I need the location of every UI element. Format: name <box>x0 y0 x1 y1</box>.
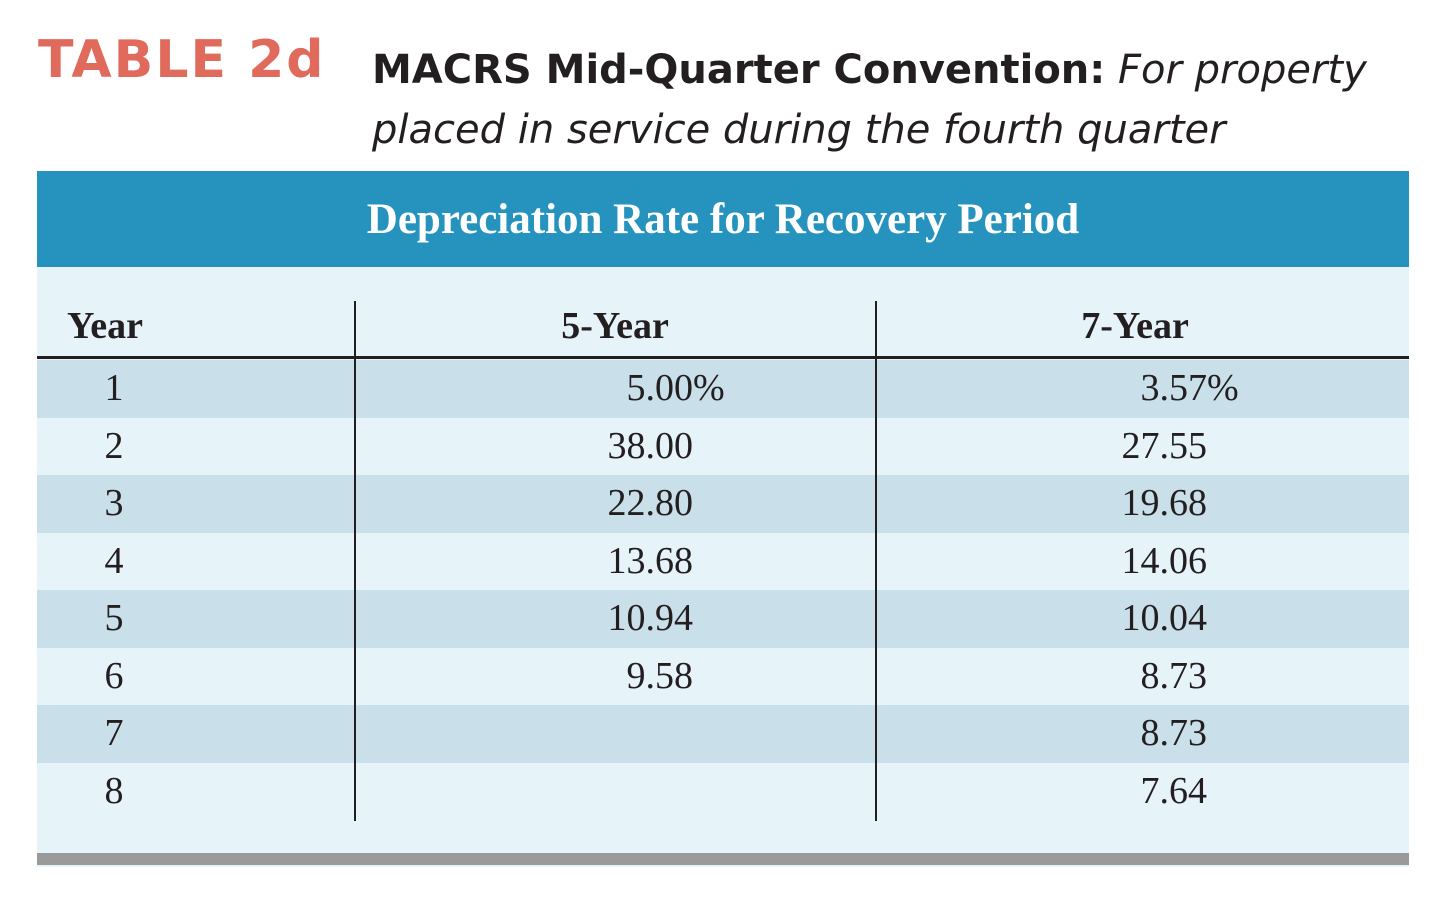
rate-value: 13.68 <box>607 539 694 582</box>
cell-7-year-rate: 10.04 <box>957 590 1208 648</box>
cell-7-year-rate: 27.55 <box>957 418 1208 476</box>
rate-value: 10.94 <box>607 597 694 639</box>
table-label: TABLE 2d <box>38 30 326 90</box>
cell-5-year-rate <box>437 705 693 763</box>
cell-year: 8 <box>104 769 124 812</box>
cell-7-year-rate: 8.73 <box>957 648 1208 706</box>
cell-5-year-rate: 5.00% <box>626 367 725 409</box>
column-divider <box>354 301 356 821</box>
rate-value: 5.00 <box>626 367 694 409</box>
cell-5-year-rate: 10.94 <box>437 590 694 648</box>
table-row: 2 38.00 27.55 <box>37 417 1409 476</box>
cell-7-year-rate: 14.06 <box>957 533 1208 591</box>
cell-year: 5 <box>104 597 124 639</box>
table-row: 1 5.00% 3.57% <box>37 360 1409 418</box>
rate-value: 3.57 <box>1140 367 1208 409</box>
cell-7-year-rate: 8.73 <box>957 705 1208 763</box>
table-row: 4 13.68 14.06 <box>37 532 1409 591</box>
column-divider <box>875 301 877 821</box>
column-header-5-year: 5-Year <box>561 305 669 347</box>
cell-year: 6 <box>104 654 124 697</box>
cell-7-year-rate: 3.57% <box>1140 367 1239 409</box>
rate-value: 10.04 <box>1121 597 1208 639</box>
table-caption: MACRS Mid-Quarter Convention: For proper… <box>372 40 1412 160</box>
cell-5-year-rate: 13.68 <box>437 533 694 591</box>
depreciation-table: Depreciation Rate for Recovery Period Ye… <box>37 171 1409 867</box>
rate-value: 8.73 <box>1140 654 1208 697</box>
column-header-7-year: 7-Year <box>1081 305 1189 347</box>
rate-value: 27.55 <box>1121 424 1208 467</box>
cell-5-year-rate: 9.58 <box>437 648 694 706</box>
cell-7-year-rate: 19.68 <box>957 475 1208 533</box>
cell-year: 2 <box>104 424 124 467</box>
table-row: 8 7.64 <box>37 762 1409 821</box>
cell-7-year-rate: 7.64 <box>957 763 1208 821</box>
caption-title: MACRS Mid-Quarter Convention: <box>372 47 1106 93</box>
cell-year: 3 <box>104 482 124 524</box>
rate-value: 7.64 <box>1140 769 1208 812</box>
cell-5-year-rate <box>437 763 693 821</box>
cell-5-year-rate: 22.80 <box>437 475 694 533</box>
rate-value: 38.00 <box>607 424 694 467</box>
cell-year: 1 <box>104 367 124 409</box>
header-rule <box>37 356 1409 359</box>
table-row: 3 22.80 19.68 <box>37 475 1409 533</box>
banner-title: Depreciation Rate for Recovery Period <box>366 195 1080 243</box>
column-header-year: Year <box>67 305 143 347</box>
table-row: 6 9.58 8.73 <box>37 647 1409 706</box>
table-row: 5 10.94 10.04 <box>37 590 1409 648</box>
caption-subtitle: For property placed in service during th… <box>372 47 1367 153</box>
table-row: 7 8.73 <box>37 705 1409 763</box>
rate-value: 8.73 <box>1140 712 1208 754</box>
rate-value: 22.80 <box>607 482 694 524</box>
cell-5-year-rate: 38.00 <box>437 418 694 476</box>
rate-value: 9.58 <box>626 654 694 697</box>
rate-value: 14.06 <box>1121 539 1208 582</box>
cell-year: 7 <box>104 712 124 754</box>
rate-value: 19.68 <box>1121 482 1208 524</box>
cell-year: 4 <box>104 539 124 582</box>
table-banner: Depreciation Rate for Recovery Period <box>37 171 1409 267</box>
table-bottom-rule <box>37 853 1409 865</box>
table-body: 1 5.00% 3.57% 2 38.00 27.55 3 22.80 19.68 4 13.68 1… <box>37 360 1409 820</box>
